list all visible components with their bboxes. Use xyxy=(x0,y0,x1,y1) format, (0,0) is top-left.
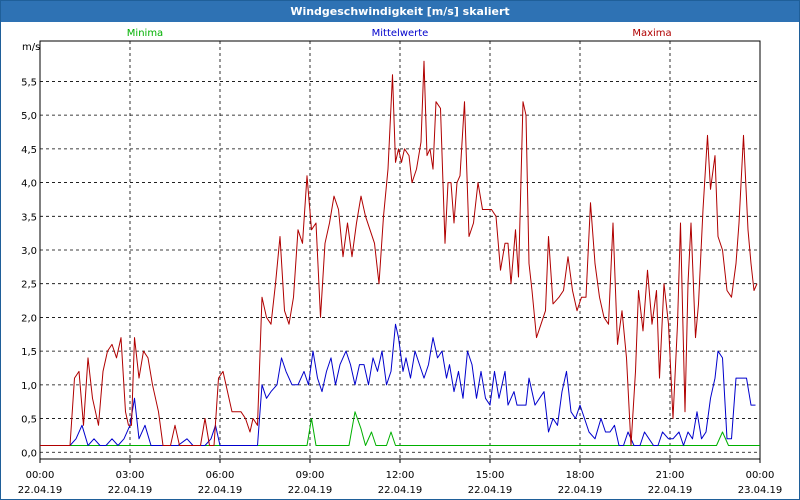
x-tick-time: 15:00 xyxy=(476,470,505,481)
legend: Minima Mittelwerte Maxima xyxy=(127,28,672,39)
y-axis-label: m/s xyxy=(22,42,40,53)
legend-item-mittelwerte: Mittelwerte xyxy=(372,28,429,39)
x-tick-time: 00:00 xyxy=(26,470,55,481)
x-tick-date: 23.04.19 xyxy=(738,485,783,496)
legend-item-maxima: Maxima xyxy=(632,28,671,39)
y-tick-label: 3,5 xyxy=(21,212,37,223)
series-group xyxy=(40,60,760,446)
x-tick-date: 22.04.19 xyxy=(558,485,603,496)
window-title: Windgeschwindigkeit [m/s] skaliert xyxy=(1,1,799,22)
y-tick-label: 4,0 xyxy=(21,179,37,190)
x-tick-time: 09:00 xyxy=(296,470,325,481)
x-tick-date: 22.04.19 xyxy=(468,485,513,496)
x-tick-time: 18:00 xyxy=(566,470,595,481)
x-tick-time: 12:00 xyxy=(386,470,415,481)
y-tick-label: 4,5 xyxy=(21,145,37,156)
x-tick-date: 22.04.19 xyxy=(198,485,243,496)
x-tick-time: 03:00 xyxy=(116,470,145,481)
y-tick-label: 1,0 xyxy=(21,381,37,392)
x-tick-time: 06:00 xyxy=(206,470,235,481)
y-tick-label: 5,0 xyxy=(21,111,37,122)
y-axis: 0,0 0,5 1,0 1,5 2,0 2,5 3,0 3,5 4,0 4,5 5,0 5,5 xyxy=(21,77,37,459)
y-tick-label: 3,0 xyxy=(21,246,37,257)
x-tick-date: 22.04.19 xyxy=(378,485,423,496)
x-tick-time: 00:00 xyxy=(746,470,775,481)
series-line-maxima xyxy=(40,60,758,446)
y-tick-label: 2,0 xyxy=(21,313,37,324)
grid xyxy=(40,41,760,459)
y-tick-label: 0,5 xyxy=(21,415,37,426)
y-tick-label: 1,5 xyxy=(21,347,37,358)
x-tick-date: 22.04.19 xyxy=(288,485,333,496)
legend-item-minima: Minima xyxy=(127,28,163,39)
series-line-minima xyxy=(40,411,760,446)
x-tick-date: 22.04.19 xyxy=(18,485,63,496)
y-tick-label: 5,5 xyxy=(21,77,37,88)
x-tick-date: 22.04.19 xyxy=(108,485,153,496)
y-tick-label: 0,0 xyxy=(21,448,37,459)
x-tick-time: 21:00 xyxy=(656,470,685,481)
x-axis: 00:00 22.04.19 03:00 22.04.19 06:00 22.04.19 0… xyxy=(18,459,783,496)
x-tick-date: 22.04.19 xyxy=(648,485,693,496)
y-tick-label: 2,5 xyxy=(21,280,37,291)
